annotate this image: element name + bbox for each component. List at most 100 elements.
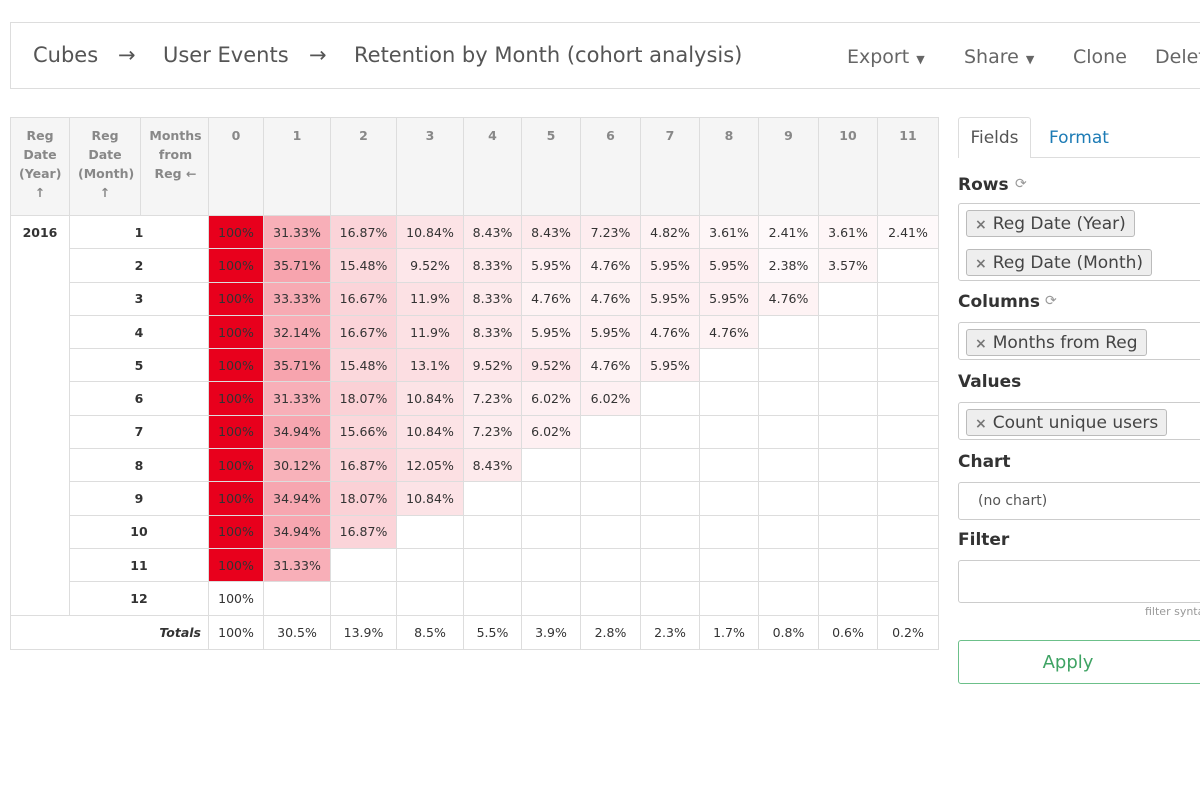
empty-cell	[877, 481, 939, 516]
column-header: 10	[818, 117, 878, 216]
column-header: 1	[263, 117, 331, 216]
value-cell: 35.71%	[263, 248, 331, 283]
action-button[interactable]: Share ▼	[964, 46, 1034, 68]
value-cell: 10.84%	[396, 481, 464, 516]
empty-cell	[699, 514, 759, 549]
action-label: Share	[964, 46, 1019, 68]
column-header: 9	[758, 117, 819, 216]
total-cell: 2.8%	[580, 614, 641, 650]
total-cell: 5.5%	[463, 614, 522, 650]
field-chip[interactable]: × Reg Date (Year)	[966, 210, 1135, 237]
chip-label: Reg Date (Year)	[992, 214, 1126, 234]
empty-cell	[330, 581, 397, 616]
action-label: Export	[847, 46, 910, 68]
empty-cell	[521, 514, 581, 549]
total-cell: 13.9%	[330, 614, 397, 650]
value-cell: 100%	[208, 581, 264, 616]
column-header: 4	[463, 117, 522, 216]
empty-cell	[758, 481, 819, 516]
value-cell: 7.23%	[463, 414, 522, 450]
top-bar: Cubes → User Events → Retention by Month (co…	[10, 22, 1200, 89]
row-header: Reg Date (Month) ↑	[69, 117, 141, 216]
empty-cell	[877, 547, 939, 583]
total-cell: 3.9%	[521, 614, 581, 650]
value-cell: 100%	[208, 281, 264, 316]
value-cell: 100%	[208, 348, 264, 383]
row-header: Months from Reg ←	[140, 117, 209, 216]
remove-icon[interactable]: ×	[975, 416, 987, 432]
total-cell: 1.7%	[699, 614, 759, 650]
value-cell: 5.95%	[699, 281, 759, 316]
filter-hint: filter syntax	[1145, 605, 1200, 618]
empty-cell	[699, 547, 759, 583]
empty-cell	[330, 547, 397, 583]
filter-input[interactable]	[958, 560, 1200, 603]
value-cell: 4.82%	[640, 214, 700, 250]
value-cell: 5.95%	[521, 314, 581, 350]
breadcrumb-item[interactable]: User Events	[163, 43, 289, 67]
empty-cell	[818, 348, 878, 383]
value-cell: 100%	[208, 314, 264, 350]
month-cell: 1	[69, 214, 209, 250]
empty-cell	[699, 448, 759, 483]
remove-icon[interactable]: ×	[975, 336, 987, 352]
value-cell: 34.94%	[263, 514, 331, 549]
value-cell: 6.02%	[580, 381, 641, 416]
empty-cell	[463, 547, 522, 583]
empty-cell	[818, 314, 878, 350]
remove-icon[interactable]: ×	[975, 217, 987, 233]
value-cell: 5.95%	[640, 348, 700, 383]
value-cell: 31.33%	[263, 547, 331, 583]
field-chip[interactable]: × Reg Date (Month)	[966, 249, 1153, 276]
value-cell: 5.95%	[640, 281, 700, 316]
field-chip[interactable]: × Count unique users	[966, 409, 1168, 436]
value-cell: 100%	[208, 214, 264, 250]
empty-cell	[699, 581, 759, 616]
value-cell: 4.76%	[758, 281, 819, 316]
refresh-icon[interactable]: ⟳	[1015, 176, 1027, 192]
table-row: 11 100% 31.33%	[11, 547, 939, 583]
value-cell: 8.43%	[463, 214, 522, 250]
action-button[interactable]: Delete	[1155, 46, 1200, 68]
month-cell: 11	[69, 547, 209, 583]
month-cell: 3	[69, 281, 209, 316]
empty-cell	[521, 448, 581, 483]
empty-cell	[263, 581, 331, 616]
remove-icon[interactable]: ×	[975, 256, 987, 272]
breadcrumb-item[interactable]: Cubes	[33, 43, 99, 67]
value-cell: 5.95%	[640, 248, 700, 283]
chart-select[interactable]: (no chart)	[958, 482, 1200, 520]
empty-cell	[580, 547, 641, 583]
field-chip[interactable]: × Months from Reg	[966, 329, 1147, 356]
value-cell: 4.76%	[640, 314, 700, 350]
action-button[interactable]: Export ▼	[847, 46, 925, 68]
empty-cell	[699, 481, 759, 516]
tab[interactable]: Fields	[958, 117, 1031, 158]
action-button[interactable]: Clone	[1073, 46, 1127, 68]
month-cell: 4	[69, 314, 209, 350]
breadcrumb-separator: →	[309, 43, 327, 67]
value-cell: 4.76%	[580, 248, 641, 283]
table-row: 8 100% 30.12% 16.87% 12.05% 8.43%	[11, 448, 939, 483]
value-cell: 34.94%	[263, 481, 331, 516]
empty-cell	[818, 481, 878, 516]
empty-cell	[521, 581, 581, 616]
caret: ▼	[1025, 53, 1035, 66]
tab[interactable]: Format	[1049, 128, 1109, 148]
value-cell: 3.61%	[818, 214, 878, 250]
action-label: Clone	[1073, 46, 1127, 68]
month-cell: 9	[69, 481, 209, 516]
value-cell: 7.23%	[463, 381, 522, 416]
section-label: Rows	[958, 175, 1009, 195]
refresh-icon[interactable]: ⟳	[1045, 293, 1057, 309]
empty-cell	[640, 414, 700, 450]
value-cell: 5.95%	[521, 248, 581, 283]
table-row: 9 100% 34.94% 18.07% 10.84%	[11, 481, 939, 516]
totals-row: Totals 100% 30.5% 13.9% 8.5% 5.5% 3.9% 2.8% 2.3%…	[10, 614, 939, 650]
empty-cell	[758, 514, 819, 549]
empty-cell	[818, 547, 878, 583]
column-header: 2	[330, 117, 397, 216]
apply-button[interactable]: Apply	[958, 640, 1200, 684]
empty-cell	[818, 514, 878, 549]
empty-cell	[699, 348, 759, 383]
